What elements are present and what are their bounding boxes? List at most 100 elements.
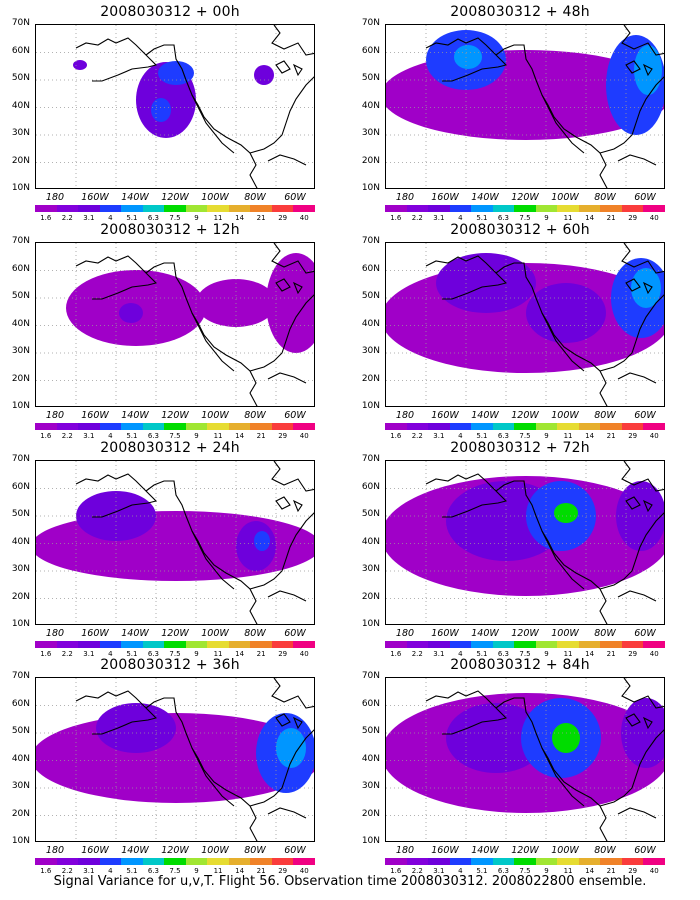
latitude-tick-label: 30N <box>11 128 30 138</box>
colorbar-swatch <box>99 858 122 865</box>
coastline <box>249 512 314 590</box>
coastline <box>541 530 585 590</box>
coastline <box>75 690 158 735</box>
variance-contour <box>552 723 580 753</box>
longitude-tick-label: 140W <box>471 192 499 203</box>
colorbar-label: 7.5 <box>519 214 531 222</box>
latitude-tick-label: 60N <box>11 263 30 274</box>
coastline <box>275 60 291 74</box>
colorbar-swatch <box>557 641 579 648</box>
panel-title: 2008030312 + 00h <box>100 4 240 20</box>
longitude-tick-label: 120W <box>161 845 189 856</box>
colorbar-label: 6.3 <box>497 650 510 658</box>
latitude-tick-label: 30N <box>11 346 30 356</box>
map-plot-area <box>35 460 315 625</box>
map-plot-area <box>385 24 665 189</box>
colorbar-swatch <box>35 858 57 865</box>
colorbar <box>35 205 315 212</box>
map-panel: 2008030312 + 12h 70N 60N 50N 40N 30N 20N 10N 180… <box>0 222 340 440</box>
colorbar-label: 1.6 <box>390 432 402 440</box>
latitude-tick-label: 20N <box>361 373 380 384</box>
coastline <box>145 262 258 406</box>
colorbar-label: 5.1 <box>476 214 488 222</box>
coastline <box>541 747 585 807</box>
longitude-tick-label: 140W <box>471 845 499 856</box>
variance-contour <box>96 703 176 753</box>
latitude-tick-label: 10N <box>11 836 30 846</box>
longitude-tick-label: 140W <box>121 410 149 421</box>
colorbar <box>385 205 665 212</box>
longitude-tick-label: 80W <box>594 628 616 639</box>
coastline <box>275 713 291 727</box>
coastline <box>292 716 303 730</box>
coastline <box>271 243 314 274</box>
coastline <box>621 25 664 56</box>
colorbar-swatch <box>207 858 229 865</box>
colorbar-swatch <box>121 641 143 648</box>
latitude-tick-label: 10N <box>11 401 30 411</box>
colorbar-swatch <box>600 641 622 648</box>
coastline <box>191 530 235 590</box>
coastline <box>495 697 608 841</box>
coastline <box>191 94 235 154</box>
colorbar-label: 4 <box>108 650 113 658</box>
latitude-tick-label: 70N <box>11 454 30 464</box>
colorbar-label: 9 <box>194 650 199 658</box>
longitude-tick-label: 100W <box>551 628 579 639</box>
map-svg <box>386 25 664 188</box>
colorbar-swatch <box>643 641 665 648</box>
map-plot-area <box>35 242 315 407</box>
latitude-tick-label: 60N <box>11 698 30 709</box>
colorbar-label: 21 <box>256 650 266 658</box>
longitude-tick-label: 180 <box>45 410 65 421</box>
longitude-tick-label: 120W <box>511 192 539 203</box>
colorbar-label: 9 <box>544 650 549 658</box>
colorbar-label: 4 <box>108 867 113 875</box>
colorbar-swatch <box>293 423 315 430</box>
colorbar-label: 2.2 <box>411 214 423 222</box>
colorbar-label: 1.6 <box>390 867 402 875</box>
colorbar-swatch <box>406 423 429 430</box>
colorbar-swatch <box>142 858 165 865</box>
colorbar-label: 14 <box>235 214 245 222</box>
longitude-tick-label: 120W <box>511 628 539 639</box>
variance-contour <box>119 303 143 323</box>
colorbar-label: 1.6 <box>390 214 402 222</box>
longitude-tick-label: 160W <box>81 192 109 203</box>
colorbar-swatch <box>271 205 294 212</box>
colorbar-swatch <box>35 205 57 212</box>
colorbar-swatch <box>293 641 315 648</box>
colorbar-label: 1.6 <box>40 650 52 658</box>
colorbar-swatch <box>271 858 294 865</box>
coastline <box>495 480 608 624</box>
latitude-tick-label: 10N <box>361 401 380 411</box>
colorbar-swatch <box>228 858 251 865</box>
coastline <box>621 678 664 709</box>
variance-contour <box>73 60 87 70</box>
colorbar <box>385 641 665 648</box>
colorbar-swatch <box>185 423 208 430</box>
latitude-tick-label: 40N <box>11 318 30 329</box>
coastline <box>249 294 314 372</box>
colorbar-label: 3.1 <box>83 432 95 440</box>
latitude-tick-label: 20N <box>11 591 30 602</box>
colorbar-swatch <box>514 858 536 865</box>
coastline <box>425 690 508 735</box>
coastline <box>249 76 314 154</box>
colorbar-label: 5.1 <box>126 432 138 440</box>
longitude-tick-label: 100W <box>201 845 229 856</box>
variance-contour <box>526 283 606 343</box>
longitude-tick-label: 180 <box>395 845 415 856</box>
latitude-tick-label: 60N <box>361 45 380 56</box>
latitude-tick-label: 70N <box>11 671 30 681</box>
longitude-tick-label: 80W <box>244 192 266 203</box>
colorbar-label: 21 <box>606 214 616 222</box>
coastline <box>75 37 158 82</box>
colorbar-swatch <box>142 423 165 430</box>
colorbar-swatch <box>514 423 536 430</box>
colorbar-label: 2.2 <box>411 867 423 875</box>
colorbar-label: 4 <box>458 867 463 875</box>
colorbar-label: 7.5 <box>519 650 531 658</box>
colorbar-label: 29 <box>278 432 288 440</box>
coastline <box>425 255 508 300</box>
